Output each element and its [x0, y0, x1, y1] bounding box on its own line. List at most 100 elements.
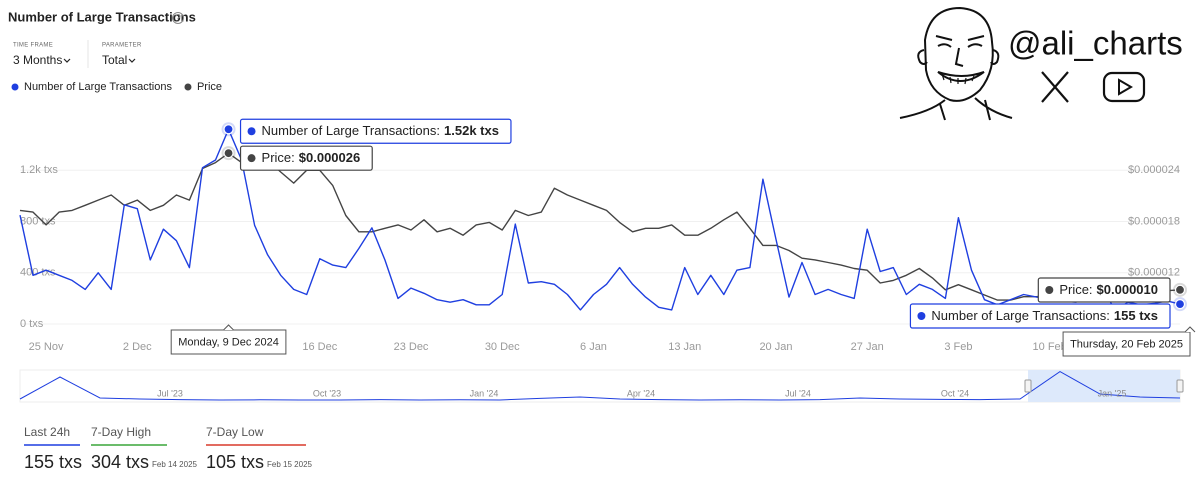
tooltip: Price: $0.000026: [239, 145, 373, 171]
stat-label: 7-Day Low: [206, 425, 264, 439]
y2-tick-label: $0.000012: [1128, 267, 1180, 279]
date-pointer: [1184, 326, 1196, 333]
neck: [899, 97, 1013, 121]
stat-value: 155 txs: [24, 452, 82, 472]
highlight-point: [1174, 284, 1186, 295]
navigator-handle[interactable]: [1176, 379, 1184, 393]
date-label: Thursday, 20 Feb 2025: [1070, 338, 1183, 350]
help-dot: [177, 20, 179, 22]
stat-value: 105 txs: [206, 452, 264, 472]
navigator-line: [19, 371, 1181, 401]
y2-tick-label: $0.000018: [1128, 215, 1180, 227]
tooltip-label: Number of Large Transactions:: [262, 123, 440, 138]
page-title: Number of Large Transactions: [8, 9, 196, 24]
legend-dot: [184, 83, 192, 91]
date-tooltip: Thursday, 20 Feb 2025: [1062, 326, 1196, 357]
tooltip-box: [239, 145, 373, 171]
smile: [937, 71, 985, 82]
series-line: [19, 152, 1181, 301]
x-tick-label: 2 Dec: [123, 341, 152, 353]
youtube-play: [1118, 78, 1133, 96]
navigator-selection: [1028, 370, 1180, 402]
x-tick-label: 13 Jan: [668, 341, 701, 353]
tooltip-box: [239, 118, 512, 144]
help-icon[interactable]: [172, 12, 184, 24]
navigator-label: Jul '23: [157, 388, 183, 398]
teeth: [941, 73, 975, 85]
date-pointer: [223, 324, 234, 331]
parameter-control[interactable]: PARAMETER Total: [102, 43, 142, 68]
highlight-point: [223, 124, 234, 135]
navigator-label: Oct '23: [313, 388, 341, 398]
x-tick-label: 25 Nov: [29, 341, 64, 353]
stat-label: 7-Day High: [91, 425, 151, 439]
tooltip-label: Price:: [262, 150, 295, 165]
x-tick-label: 6 Jan: [580, 341, 607, 353]
navigator-label: Jan '24: [470, 388, 499, 398]
help-circle: [172, 12, 184, 24]
tooltip-box: [909, 303, 1171, 329]
date-label: Monday, 9 Dec 2024: [178, 336, 279, 348]
tooltip-label: Number of Large Transactions:: [931, 308, 1109, 323]
navigator-label: Apr '24: [627, 388, 655, 398]
highlight-point: [223, 148, 234, 159]
control-value: 3 Months: [13, 53, 62, 67]
navigator-label: Jan '25: [1098, 388, 1127, 398]
tooltip-dot: [1045, 286, 1054, 294]
watermark: @ali_charts: [899, 6, 1183, 121]
brows: [935, 35, 985, 41]
youtube-icon[interactable]: [1102, 71, 1146, 103]
handle: @ali_charts: [1008, 25, 1183, 62]
navigator-frame: [19, 369, 1181, 403]
navigator-label: Oct '24: [941, 388, 969, 398]
x-tick-label: 3 Feb: [944, 341, 972, 353]
date-box: [170, 329, 287, 355]
control-value: Total: [102, 53, 127, 67]
y2-tick-label: $0.000024: [1128, 164, 1180, 176]
y-tick-label: 0 txs: [20, 318, 44, 330]
time-frame-control[interactable]: TIME FRAME 3 Months: [13, 43, 71, 68]
help-mark: [175, 13, 181, 20]
tooltip: Price: $0.000010: [1037, 277, 1171, 303]
tooltip-value: 1.52k txs: [444, 123, 499, 138]
navigator-handle[interactable]: [1024, 379, 1032, 393]
tooltip-value: 155 txs: [1114, 308, 1158, 323]
ears: [917, 49, 1000, 65]
nose: [954, 47, 964, 67]
stat-date: Feb 15 2025: [267, 460, 312, 469]
legend-dot: [11, 83, 19, 91]
control-label: TIME FRAME: [13, 43, 53, 49]
tooltip-label: Price:: [1059, 282, 1092, 297]
tooltip: Number of Large Transactions: 1.52k txs: [239, 118, 512, 144]
tooltip-box: [1037, 277, 1171, 303]
date-tooltip: Monday, 9 Dec 2024: [170, 324, 287, 355]
eyes: [937, 43, 983, 48]
x-tick-label: 27 Jan: [851, 341, 884, 353]
x-tick-label: 30 Dec: [485, 341, 520, 353]
series-line: [19, 128, 1181, 312]
face-sketch: [899, 6, 1013, 121]
x-tick-label: 23 Dec: [394, 341, 429, 353]
tooltip: Number of Large Transactions: 155 txs: [909, 303, 1171, 329]
navigator-label: Jul '24: [785, 388, 811, 398]
tooltip-value: $0.000010: [1097, 282, 1158, 297]
highlight-point: [1174, 299, 1186, 310]
tooltip-dot: [917, 312, 926, 320]
stat-date: Feb 14 2025: [152, 460, 197, 469]
stat-label: Last 24h: [24, 425, 70, 439]
tooltip-dot: [247, 127, 256, 136]
face-outline: [923, 6, 994, 102]
legend-label: Price: [197, 81, 222, 93]
x-tick-label: 16 Dec: [302, 341, 337, 353]
control-label: PARAMETER: [102, 43, 142, 49]
x-tick-label: 10 Feb: [1033, 341, 1067, 353]
chevron: [128, 58, 136, 63]
tooltip-dot: [247, 154, 256, 163]
legend-label: Number of Large Transactions: [24, 81, 172, 93]
chevron: [63, 58, 71, 63]
x-icon[interactable]: [1041, 71, 1069, 103]
date-box: [1062, 331, 1191, 357]
y-tick-label: 1.2k txs: [20, 164, 58, 176]
